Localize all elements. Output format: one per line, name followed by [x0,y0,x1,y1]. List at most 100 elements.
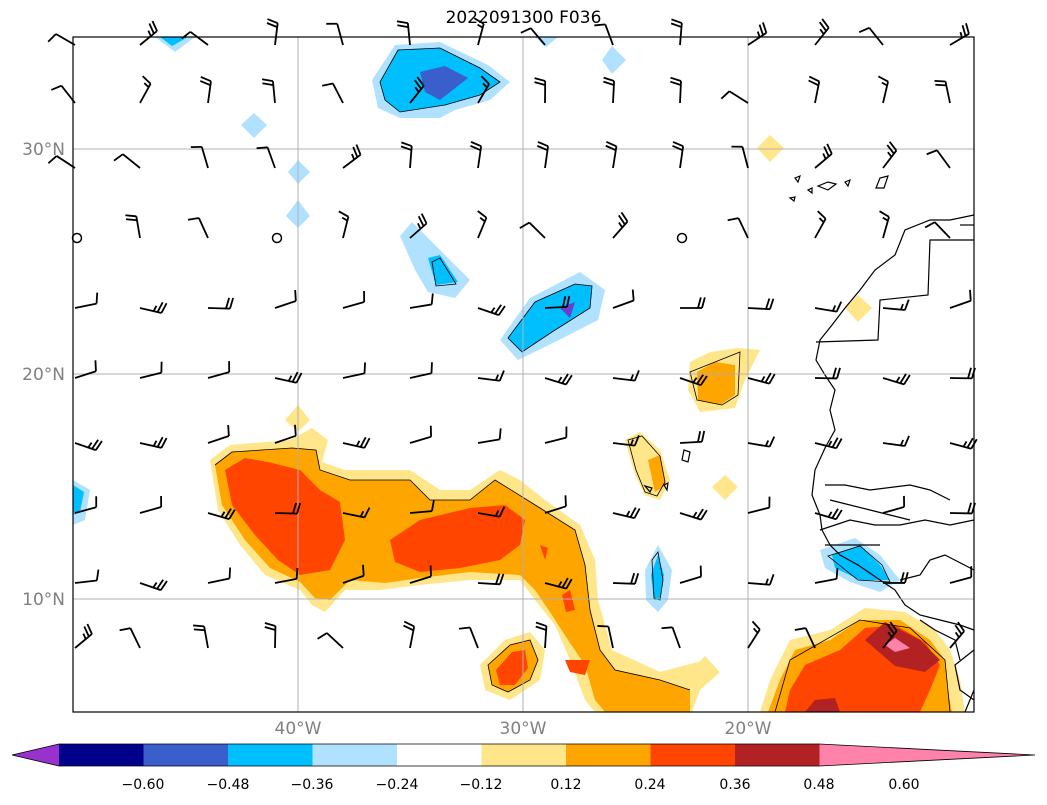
wind-barb [926,149,951,169]
wind-barb [342,362,366,379]
wind-barb [119,627,141,649]
wind-barb [747,574,775,586]
wind-barb [139,579,168,591]
wind-barb [274,567,299,584]
wind-barb [882,621,898,649]
colorbar-tick-label: 0.24 [634,777,665,793]
wind-barb [342,144,362,169]
lat-label: 10°N [22,590,65,610]
wind-barb [199,76,212,104]
wind-barb [747,620,761,649]
wind-barb [814,508,843,521]
wind-barb [544,295,571,309]
wind-barb [139,301,168,314]
wind-barb [858,26,884,46]
positive-anomaly-fills [210,135,965,712]
colorbar-tick-label: 0.48 [803,777,834,793]
wind-barb [477,506,506,518]
wind-barb [409,362,433,379]
wind-barb [882,141,898,169]
wind-barb [190,145,209,169]
wind-barb [139,361,163,379]
wind-barb [672,141,685,169]
wind-barb [409,293,434,309]
colorbar-swatch [735,744,820,766]
wind-barb [603,76,615,104]
wind-barb [274,371,303,384]
wind-barb [679,508,708,521]
colorbar-tick-label: 0.60 [888,777,919,793]
wind-barb [544,495,567,514]
wind-barb [193,624,209,649]
colorbar-swatch [397,744,482,766]
wind-barb [207,508,236,520]
lon-label: 20°W [725,719,772,739]
wind-barb [409,425,432,444]
latitude-labels: 30°N 20°N 10°N [22,140,65,610]
wind-barb [47,33,76,46]
colorbar-swatch [59,744,144,766]
wind-barb [661,626,681,649]
map-title: 2022091300 F036 [445,8,602,28]
wind-barb [882,373,911,386]
colorbar-tick-label: −0.12 [460,777,503,793]
wind-barb [317,632,344,649]
wind-barb [256,146,276,169]
colorbar-swatch [481,744,567,766]
wind-barb [727,217,749,239]
wind-barb [74,496,98,514]
wind-barb [74,623,93,649]
wind-barb [139,436,168,449]
wind-barb [50,84,76,104]
lat-label: 20°N [22,365,65,385]
lat-label: 30°N [22,140,65,160]
wind-barb [814,567,839,584]
wind-barb [113,153,141,169]
wind-barb [403,620,416,649]
wind-barb [794,627,816,649]
wind-barb [814,437,843,450]
wind-barb [409,213,428,239]
wind-barb [477,370,505,382]
wind-barb [477,210,488,239]
wind-barb [612,572,640,585]
wind-barb [670,18,683,46]
wind-barb [747,436,776,448]
wind-barb [720,90,749,104]
wind-barb [814,301,843,313]
wind-barb [274,424,297,444]
wind-barb [477,573,505,586]
wind-barb [458,626,479,649]
wind-barb [814,210,827,239]
colorbar-tick-labels: −0.60 −0.48 −0.36 −0.24 −0.12 0.12 0.24 … [122,777,920,793]
wind-barb [544,577,573,590]
wind-barb [877,75,889,104]
lon-label: 30°W [500,719,547,739]
map-panel [47,17,978,713]
colorbar-tick-label: −0.60 [122,777,165,793]
wind-barb [594,23,614,46]
wind-barb [74,292,99,309]
wind-barb [207,567,232,584]
wind-barb [400,141,413,169]
wind-barb [544,426,568,444]
colorbar-tick-label: −0.24 [376,777,419,793]
wind-barb [342,507,371,519]
wind-barb [949,621,965,649]
wind-barb [125,214,141,239]
wind-barb [949,289,972,309]
wind-barb [882,572,909,584]
wind-barb [924,221,951,239]
longitude-labels: 40°W 30°W 20°W [275,719,772,739]
wind-barb [808,75,821,104]
colorbar-swatch [566,744,651,766]
wind-barb [473,17,485,46]
wind-barb [731,145,749,169]
wind-barb [207,361,231,379]
wind-barb [274,502,302,515]
wind-barb [321,82,344,104]
wind-barb [207,424,230,444]
wind-barb [187,217,209,239]
wind-barb [264,622,277,649]
wind-barb [882,495,906,514]
